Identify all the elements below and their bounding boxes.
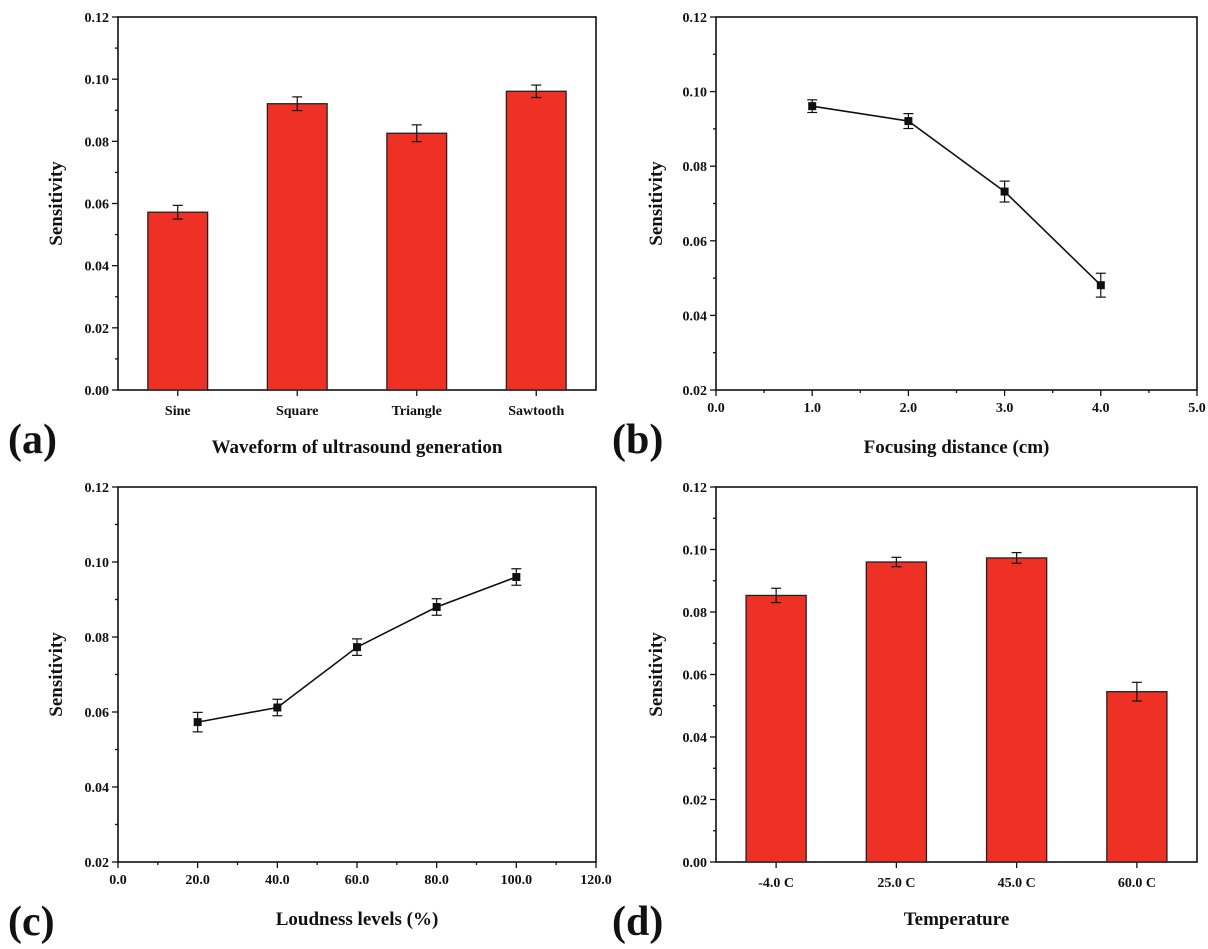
y-tick-label: 0.06	[683, 669, 708, 684]
x-tick-label: Triangle	[392, 404, 442, 419]
panel-4: 0.00 0.02 0.04 0.06 0.08 0.10 0.12 Sensitivity T…	[612, 481, 1198, 945]
data-point	[193, 718, 202, 727]
x-tick-label: 0.0	[707, 401, 725, 416]
x-tick-label: 4.0	[1092, 401, 1110, 416]
x-tick-label: 60.0 C	[1118, 876, 1156, 891]
bar	[865, 561, 928, 863]
y-tick-label: 0.06	[85, 198, 110, 213]
panel-2: 0.02 0.04 0.06 0.08 0.10 0.12 Sensitivity Focus…	[612, 11, 1206, 463]
x-tick-label: Sawtooth	[508, 404, 564, 419]
y-tick-label: 0.06	[683, 235, 708, 250]
y-tick-label: 0.08	[683, 160, 708, 175]
y-tick-label: 0.10	[683, 86, 708, 101]
y-tick-label: 0.12	[683, 481, 708, 496]
series-line	[812, 105, 1102, 286]
x-tick-label: 45.0 C	[998, 876, 1036, 891]
y-tick-label: 0.04	[683, 731, 708, 746]
y-tick-label: 0.08	[683, 606, 708, 621]
bar	[985, 557, 1048, 863]
panel-1: 0.00 0.02 0.04 0.06 0.08 0.10 0.12 Sensitivity W…	[8, 11, 597, 463]
y-tick-label: 0.12	[85, 481, 110, 496]
y-tick-label: 0.10	[85, 556, 110, 571]
x-tick-label: 3.0	[996, 401, 1014, 416]
x-tick-label: 80.0	[424, 873, 449, 888]
x-axis-label: Temperature	[904, 909, 1010, 930]
x-tick-label: Square	[276, 404, 319, 419]
y-tick-label: 0.12	[85, 11, 110, 26]
y-axis-label: Sensitivity	[46, 161, 67, 246]
y-tick-label: 0.10	[683, 544, 708, 559]
y-tick-label: 0.08	[85, 631, 110, 646]
x-tick-label: 100.0	[501, 873, 533, 888]
data-point	[808, 102, 817, 111]
x-tick-label: 2.0	[900, 401, 918, 416]
data-point	[904, 117, 913, 126]
y-tick-label: 0.08	[85, 135, 110, 150]
data-point	[512, 573, 521, 581]
y-tick-label: 0.02	[85, 322, 110, 337]
bar	[745, 594, 807, 863]
panel-letter: (c)	[8, 899, 55, 945]
y-tick-label: 0.04	[683, 309, 708, 324]
x-tick-label: 20.0	[185, 873, 210, 888]
y-axis-label: Sensitivity	[646, 632, 667, 717]
bar	[1106, 691, 1168, 863]
panel-letter: (b)	[612, 417, 663, 463]
y-axis-label: Sensitivity	[46, 632, 67, 717]
x-tick-label: 0.0	[109, 873, 127, 888]
y-tick-label: 0.00	[85, 384, 110, 399]
plot-frame	[117, 486, 597, 863]
x-tick-label: 25.0 C	[877, 876, 915, 891]
y-tick-label: 0.10	[85, 73, 110, 88]
x-tick-label: Sine	[165, 404, 191, 419]
plot-frame	[715, 16, 1198, 391]
bar	[147, 211, 209, 391]
y-tick-label: 0.00	[683, 856, 708, 871]
data-point	[1096, 281, 1105, 290]
data-point	[432, 603, 441, 611]
data-point	[1000, 187, 1009, 196]
x-axis-label: Waveform of ultrasound generation	[212, 437, 503, 458]
bar	[266, 103, 328, 391]
x-axis-label: Loudness levels (%)	[276, 909, 439, 930]
x-tick-label: 40.0	[265, 873, 290, 888]
y-tick-label: 0.02	[683, 794, 708, 809]
bar	[386, 132, 448, 391]
y-tick-label: 0.12	[683, 11, 708, 26]
y-axis-label: Sensitivity	[646, 161, 667, 246]
x-tick-label: 60.0	[345, 873, 370, 888]
y-tick-label: 0.04	[85, 781, 110, 796]
x-axis-label: Focusing distance (cm)	[864, 437, 1050, 458]
y-tick-label: 0.06	[85, 706, 110, 721]
panel-letter: (a)	[8, 417, 57, 463]
panel-letter: (d)	[612, 899, 663, 945]
panel-3: 0.02 0.04 0.06 0.08 0.10 0.12 Sensitivity Loudn…	[8, 481, 612, 945]
y-tick-label: 0.02	[683, 384, 708, 399]
bar	[505, 90, 567, 391]
data-point	[273, 703, 282, 712]
x-tick-label: 1.0	[803, 401, 821, 416]
x-tick-label: -4.0 C	[758, 876, 794, 891]
x-tick-label: 120.0	[580, 873, 612, 888]
data-point	[353, 643, 361, 652]
y-tick-label: 0.04	[85, 260, 110, 275]
x-tick-label: 5.0	[1188, 401, 1206, 416]
y-tick-label: 0.02	[85, 856, 110, 871]
